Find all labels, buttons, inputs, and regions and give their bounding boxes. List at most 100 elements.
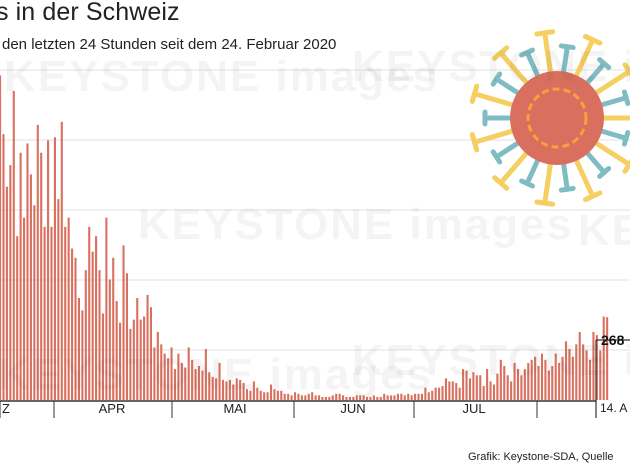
bar bbox=[331, 395, 334, 400]
bar bbox=[314, 395, 317, 400]
bar bbox=[132, 319, 135, 400]
bar bbox=[396, 393, 399, 400]
bar bbox=[534, 356, 537, 400]
bar bbox=[499, 359, 502, 400]
bar bbox=[143, 316, 146, 400]
bar bbox=[547, 370, 550, 400]
bar bbox=[585, 350, 588, 400]
bar bbox=[91, 251, 94, 400]
bar bbox=[441, 386, 444, 400]
bar bbox=[163, 353, 166, 400]
bar bbox=[105, 217, 108, 400]
bar bbox=[129, 328, 132, 400]
bar bbox=[513, 362, 516, 400]
bar bbox=[338, 393, 341, 400]
bar bbox=[451, 381, 454, 400]
bar bbox=[108, 279, 111, 400]
bar bbox=[369, 396, 372, 400]
bar bbox=[328, 396, 331, 400]
bar bbox=[342, 395, 345, 400]
bar bbox=[98, 270, 101, 400]
bar bbox=[287, 393, 290, 400]
bar bbox=[403, 395, 406, 400]
bar bbox=[297, 393, 300, 400]
bar bbox=[482, 386, 485, 400]
bar bbox=[300, 395, 303, 400]
bar bbox=[71, 248, 74, 400]
bar bbox=[228, 379, 231, 400]
bar bbox=[571, 356, 574, 400]
bar bbox=[5, 186, 8, 400]
bar bbox=[599, 350, 602, 400]
bar bbox=[74, 257, 77, 400]
bar bbox=[29, 174, 32, 400]
bar bbox=[530, 359, 533, 400]
bar bbox=[259, 390, 262, 400]
bar bbox=[304, 395, 307, 400]
bar bbox=[26, 143, 29, 400]
bar bbox=[36, 124, 39, 400]
bar bbox=[88, 226, 91, 400]
bar bbox=[414, 393, 417, 400]
bar bbox=[506, 375, 509, 400]
bar bbox=[16, 236, 19, 400]
bar bbox=[280, 390, 283, 400]
bar bbox=[119, 322, 122, 400]
bar bbox=[472, 372, 475, 400]
bar bbox=[225, 381, 228, 400]
bar bbox=[125, 273, 129, 400]
bar bbox=[115, 301, 118, 400]
bar bbox=[12, 90, 15, 400]
chart-title: s in der Schweiz bbox=[0, 0, 180, 26]
bar bbox=[564, 341, 568, 400]
bar bbox=[50, 226, 53, 400]
bar bbox=[578, 332, 581, 400]
bar bbox=[510, 381, 513, 400]
x-tick-label: Z bbox=[2, 401, 10, 416]
bar bbox=[379, 396, 382, 400]
bar bbox=[400, 393, 403, 400]
bar bbox=[269, 384, 273, 400]
coronavirus-icon bbox=[469, 29, 630, 207]
bar bbox=[283, 393, 286, 400]
bar bbox=[245, 389, 249, 400]
source-note: Grafik: Keystone-SDA, Quelle bbox=[468, 451, 614, 463]
bar bbox=[173, 369, 177, 400]
bar bbox=[588, 359, 592, 400]
bar bbox=[479, 375, 482, 400]
bar bbox=[293, 392, 297, 400]
bar bbox=[156, 332, 159, 400]
bar bbox=[575, 344, 578, 400]
bar bbox=[252, 381, 255, 400]
bar bbox=[19, 152, 22, 400]
bar bbox=[215, 378, 218, 400]
bar bbox=[67, 217, 70, 400]
bar bbox=[489, 381, 492, 400]
watermark: KEYSTONE images bbox=[352, 42, 630, 92]
bar bbox=[355, 395, 358, 400]
bar bbox=[232, 384, 235, 400]
bar bbox=[321, 396, 324, 400]
bar bbox=[317, 395, 321, 400]
bar bbox=[64, 226, 67, 400]
bar bbox=[475, 375, 478, 400]
bar bbox=[335, 393, 338, 400]
bar bbox=[208, 372, 211, 400]
watermark: KEYSTONE images bbox=[0, 350, 433, 400]
bar bbox=[81, 310, 84, 400]
bar bbox=[53, 137, 56, 400]
watermark: KEYSTONE images bbox=[578, 206, 630, 256]
x-tick-label: APR bbox=[99, 401, 126, 416]
bar bbox=[23, 217, 26, 400]
bar bbox=[366, 396, 369, 400]
bar bbox=[523, 369, 526, 400]
bar bbox=[170, 347, 173, 400]
bar bbox=[359, 395, 362, 400]
bar bbox=[516, 369, 520, 400]
bar bbox=[33, 205, 36, 400]
bar bbox=[424, 387, 427, 400]
bar bbox=[256, 387, 259, 400]
bar bbox=[197, 366, 201, 400]
bar bbox=[417, 393, 420, 400]
